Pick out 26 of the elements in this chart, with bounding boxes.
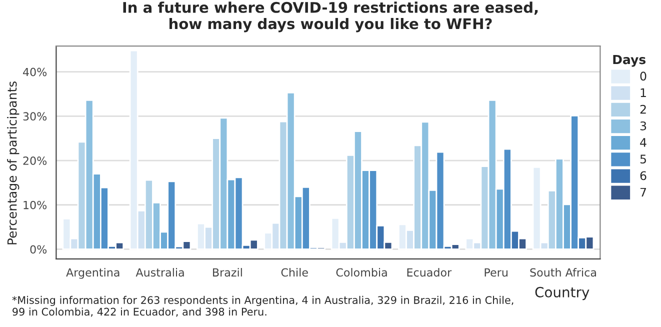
y-tick-label: 10% <box>24 200 47 210</box>
legend-label: 6 <box>640 171 646 180</box>
y-tick-label: 20% <box>23 156 47 165</box>
legend-label: 7 <box>640 188 646 197</box>
y-tick-label: 30% <box>23 112 47 121</box>
x-tick-label: Peru <box>484 268 508 277</box>
x-tick-label: South Africa <box>530 268 596 277</box>
legend-label: 0 <box>640 72 646 81</box>
x-axis-title: Country <box>535 286 590 300</box>
legend-label: 4 <box>640 138 646 147</box>
text: *Missing information for 263 respondents in Argentina, 4 in Australia, 329 in Brazil, 216 in Chile, 99 in Colombia, 422 in Ecuador, and 398 in Peru. <box>12 296 514 317</box>
chart-title: In a future where COVID-19 restrictions are eased, how many days would you like to WFH? <box>123 2 538 32</box>
y-tick-label: 0% <box>30 245 47 254</box>
legend-label: 2 <box>640 104 646 114</box>
legend-label: 5 <box>640 154 646 164</box>
x-tick-label: Chile <box>281 268 308 277</box>
legend-title: Days <box>613 54 646 67</box>
x-tick-label: Argentina <box>66 268 120 279</box>
y-tick-label: 40% <box>23 68 47 76</box>
legend-label: 1 <box>640 88 646 98</box>
x-tick-label: Colombia <box>336 268 387 277</box>
x-tick-label: Australia <box>136 268 184 277</box>
legend-label: 3 <box>640 121 646 130</box>
x-tick-label: Brazil <box>213 268 242 277</box>
y-axis-title: Percentage of participants <box>7 81 20 244</box>
x-tick-label: Ecuador <box>407 268 452 277</box>
